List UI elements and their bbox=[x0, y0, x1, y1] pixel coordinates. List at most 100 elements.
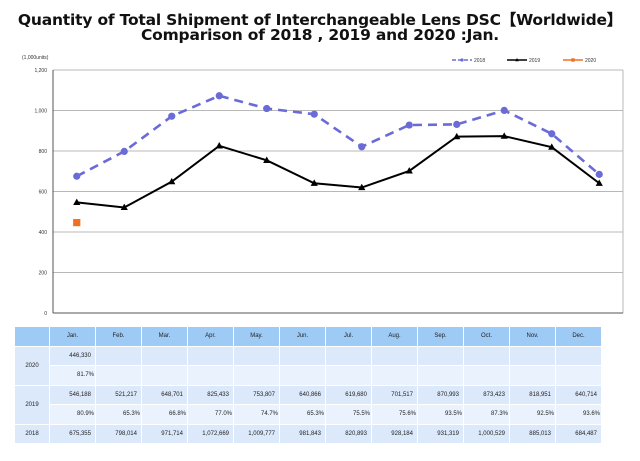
data-point-2018 bbox=[595, 170, 603, 178]
data-point-2018 bbox=[168, 112, 176, 120]
shipment-value: 546,188 bbox=[50, 385, 95, 404]
month-header: Mar. bbox=[142, 327, 187, 346]
shipment-value: 818,951 bbox=[510, 385, 555, 404]
legend-marker bbox=[515, 58, 519, 62]
shipment-value bbox=[510, 346, 555, 365]
shipment-value: 648,701 bbox=[142, 385, 187, 404]
month-header: Feb. bbox=[96, 327, 141, 346]
shipment-value: 446,330 bbox=[50, 346, 95, 365]
yoy-percent: 77.0% bbox=[188, 405, 233, 424]
data-point-2019 bbox=[263, 156, 271, 163]
table-row-2019-yoy: 80.9% 65.3% 66.8% 77.0% 74.7% 65.3% 75.5% 75.6%… bbox=[15, 405, 601, 424]
data-point-2019 bbox=[595, 179, 603, 186]
y-tick-label: 400 bbox=[39, 230, 48, 236]
data-point-2019 bbox=[405, 167, 413, 174]
month-header: Aug. bbox=[372, 327, 417, 346]
data-point-2019 bbox=[310, 179, 318, 186]
shipment-value bbox=[464, 346, 509, 365]
y-tick-label: 600 bbox=[39, 190, 48, 196]
year-label: 2020 bbox=[15, 346, 49, 385]
yoy-percent: 93.5% bbox=[418, 405, 463, 424]
legend-label: 2020 bbox=[585, 58, 596, 64]
data-point-2019 bbox=[120, 203, 128, 211]
yoy-percent: 80.9% bbox=[50, 405, 95, 424]
month-header: Dec. bbox=[556, 327, 601, 346]
chart-subtitle: Comparison of 2018 , 2019 and 2020 :Jan. bbox=[140, 26, 499, 44]
series-layer bbox=[73, 92, 603, 227]
series-line-2019 bbox=[76, 135, 600, 209]
series-2020 bbox=[73, 219, 81, 227]
shipment-value: 753,807 bbox=[234, 385, 279, 404]
table-corner-cell bbox=[15, 327, 49, 346]
shipment-value bbox=[372, 346, 417, 365]
y-axis-unit-label: (1,000units) bbox=[22, 55, 49, 61]
yoy-percent: 65.3% bbox=[280, 405, 325, 424]
y-tick-label: 1,200 bbox=[34, 68, 47, 74]
shipment-value: 931,319 bbox=[418, 424, 463, 443]
yoy-percent bbox=[96, 366, 141, 385]
month-header: May. bbox=[234, 327, 279, 346]
year-label: 2018 bbox=[15, 424, 49, 443]
month-header: Jul. bbox=[326, 327, 371, 346]
shipment-value bbox=[326, 346, 371, 365]
data-point-2018 bbox=[73, 172, 81, 180]
legend-item-2018: 2018 bbox=[452, 58, 485, 64]
legend-marker bbox=[571, 58, 575, 62]
shipment-value: 675,355 bbox=[50, 424, 95, 443]
y-tick-label: 800 bbox=[39, 149, 48, 155]
data-point-2018 bbox=[358, 143, 366, 151]
table-row-2020-yoy: 81.7% bbox=[15, 366, 601, 385]
shipment-value: 640,866 bbox=[280, 385, 325, 404]
data-point-2019 bbox=[453, 132, 461, 140]
month-header: Sep. bbox=[418, 327, 463, 346]
month-header: Jun. bbox=[280, 327, 325, 346]
shipment-value: 981,843 bbox=[280, 424, 325, 443]
gridlines bbox=[52, 69, 624, 314]
month-header: Nov. bbox=[510, 327, 555, 346]
shipment-value bbox=[234, 346, 279, 365]
data-point-2018 bbox=[453, 120, 461, 129]
data-point-2019 bbox=[500, 132, 508, 139]
shipment-value: 798,014 bbox=[96, 424, 141, 443]
shipment-value: 928,184 bbox=[372, 424, 417, 443]
yoy-percent bbox=[372, 366, 417, 385]
yoy-percent bbox=[510, 366, 555, 385]
shipment-value bbox=[142, 346, 187, 365]
data-point-2018 bbox=[500, 106, 508, 114]
yoy-percent: 87.3% bbox=[464, 405, 509, 424]
month-header: Jan. bbox=[50, 327, 95, 346]
data-point-2018 bbox=[120, 147, 128, 156]
shipment-value: 640,714 bbox=[556, 385, 601, 404]
shipment-value bbox=[556, 346, 601, 365]
data-point-2018 bbox=[310, 110, 318, 118]
shipment-value bbox=[188, 346, 233, 365]
shipment-value: 701,517 bbox=[372, 385, 417, 404]
yoy-percent bbox=[234, 366, 279, 385]
shipment-value: 825,433 bbox=[188, 385, 233, 404]
series-2019 bbox=[73, 132, 603, 211]
data-point-2018 bbox=[405, 121, 413, 129]
table-row-2020: 2020 446,330 bbox=[15, 346, 601, 385]
yoy-percent: 66.8% bbox=[142, 405, 187, 424]
data-point-2019 bbox=[168, 177, 176, 185]
shipment-value: 1,072,669 bbox=[188, 424, 233, 443]
yoy-percent: 75.5% bbox=[326, 405, 371, 424]
y-tick-label: 1,000 bbox=[34, 109, 47, 115]
month-header: Apr. bbox=[188, 327, 233, 346]
y-tick-labels: 0 200 400 600 800 1,000 1,200 bbox=[34, 68, 47, 317]
data-point-2019 bbox=[73, 198, 81, 205]
data-point-2018 bbox=[263, 104, 271, 113]
shipment-value: 885,013 bbox=[510, 424, 555, 443]
data-point-2019 bbox=[358, 183, 366, 191]
chart-title: Quantity of Total Shipment of Interchang… bbox=[17, 11, 623, 29]
legend-marker bbox=[460, 58, 464, 62]
table-row-2019: 2019 546,188 521,217 648,701 825,433 753,807 6… bbox=[15, 385, 601, 424]
shipment-value bbox=[418, 346, 463, 365]
yoy-percent bbox=[280, 366, 325, 385]
legend: 2018 2019 2020 bbox=[452, 58, 596, 64]
legend-item-2020: 2020 bbox=[563, 58, 596, 64]
yoy-percent bbox=[142, 366, 187, 385]
data-point-2018 bbox=[548, 130, 556, 138]
shipment-value bbox=[280, 346, 325, 365]
shipment-value: 1,009,777 bbox=[234, 424, 279, 443]
